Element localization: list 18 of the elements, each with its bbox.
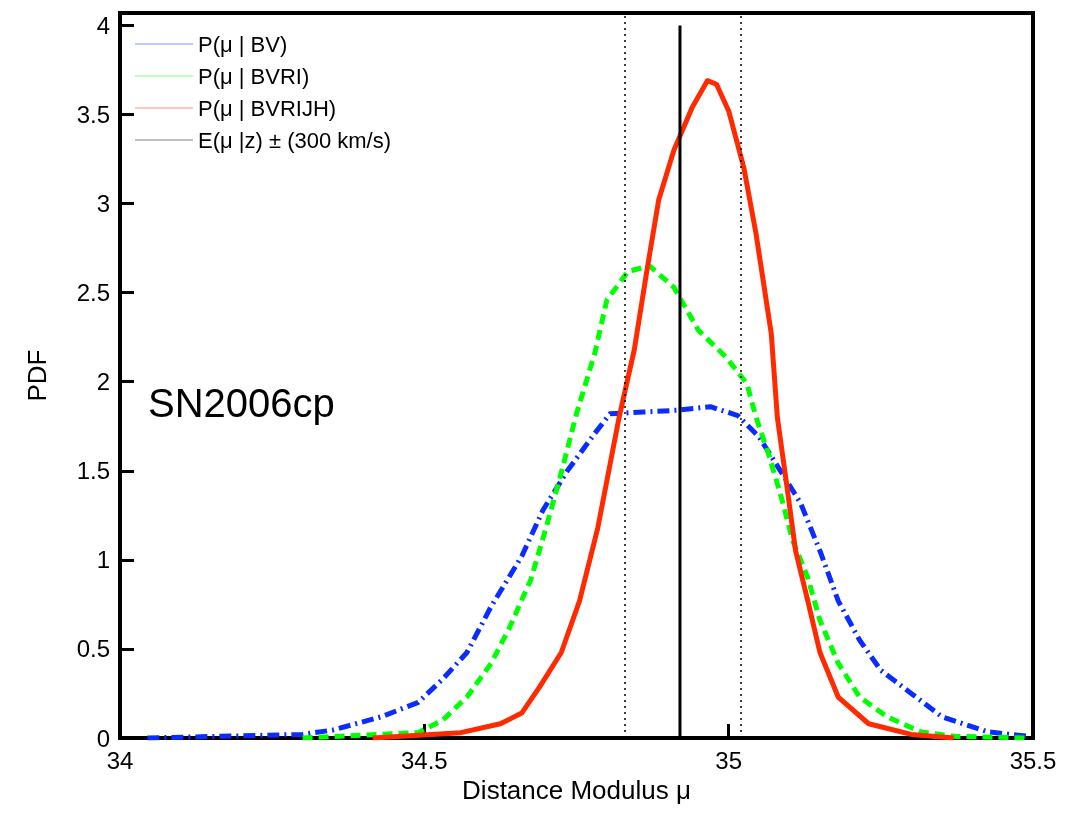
- legend-label: E(μ |z) ± (300 km/s): [198, 127, 392, 153]
- y-tick-label: 3.5: [76, 101, 110, 129]
- y-tick-label: 3: [96, 190, 110, 218]
- x-axis-title: Distance Modulus μ: [462, 774, 691, 805]
- y-axis-title: PDF: [22, 349, 52, 402]
- y-tick-label: 2: [96, 368, 110, 396]
- y-tick-label: 0.5: [76, 635, 110, 663]
- legend-label: P(μ | BVRI): [198, 63, 310, 89]
- annotation: SN2006cp: [148, 381, 335, 425]
- legend-label: P(μ | BV): [198, 31, 288, 57]
- legend-label: P(μ | BVRIJH): [198, 95, 337, 121]
- x-tick-label: 34.5: [400, 746, 448, 774]
- y-tick-label: 1: [96, 546, 110, 574]
- y-tick-label: 1.5: [76, 457, 110, 485]
- y-tick-label: 2.5: [76, 279, 110, 307]
- x-tick-label: 35: [715, 746, 743, 774]
- x-tick-label: 35.5: [1009, 746, 1057, 774]
- y-tick-label: 4: [96, 11, 110, 39]
